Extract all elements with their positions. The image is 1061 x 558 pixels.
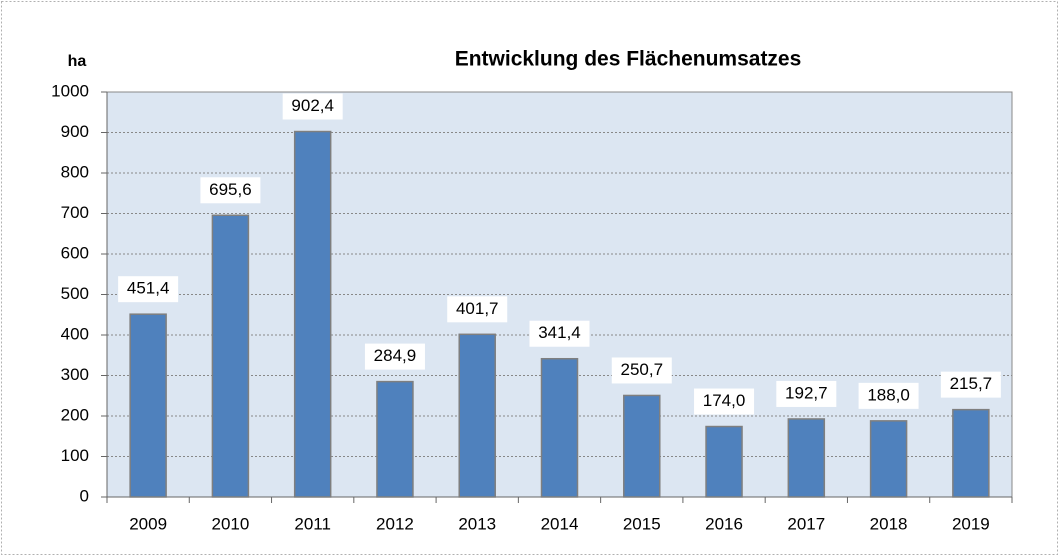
x-tick-label: 2011: [294, 514, 331, 533]
x-tick-label: 2017: [787, 514, 825, 533]
bar: [623, 394, 661, 498]
data-label: 401,7: [456, 299, 499, 318]
x-tick-label: 2012: [376, 514, 414, 533]
x-tick-label: 2014: [541, 514, 579, 533]
data-label-bg: [200, 177, 261, 204]
y-tick-label: 400: [61, 324, 89, 343]
y-tick-label: 800: [61, 162, 89, 181]
data-label: 451,4: [127, 279, 170, 298]
data-label: 188,0: [867, 385, 910, 404]
y-tick-label: 500: [61, 284, 89, 303]
data-label: 341,4: [538, 323, 581, 342]
bar: [787, 418, 826, 498]
data-label-bg: [611, 357, 672, 384]
x-tick-label: 2010: [211, 514, 249, 533]
data-label: 695,6: [209, 180, 252, 199]
data-label: 284,9: [374, 346, 417, 365]
bar: [293, 130, 332, 498]
y-tick-label: 600: [61, 243, 89, 262]
data-label: 174,0: [703, 391, 746, 410]
y-tick-label: 0: [80, 486, 89, 505]
y-tick-label: 1000: [51, 81, 89, 100]
bar: [211, 214, 250, 498]
data-label: 215,7: [950, 374, 993, 393]
bar: [869, 420, 908, 498]
data-label: 250,7: [620, 360, 663, 379]
y-tick-label: 900: [61, 122, 89, 141]
bar: [952, 408, 990, 498]
x-tick-label: 2019: [952, 514, 990, 533]
data-label-bg: [529, 320, 590, 347]
data-label-bg: [776, 380, 837, 407]
data-label-bg: [364, 343, 425, 370]
data-label-bg: [858, 382, 919, 409]
data-label: 902,4: [291, 96, 334, 115]
data-label: 192,7: [785, 383, 828, 402]
x-tick-label: 2015: [623, 514, 661, 533]
bar: [705, 425, 743, 498]
x-tick-label: 2013: [458, 514, 496, 533]
bar: [540, 357, 579, 498]
data-label-bg: [447, 296, 508, 323]
x-tick-label: 2016: [705, 514, 743, 533]
y-tick-label: 300: [61, 365, 89, 384]
bar: [376, 380, 414, 498]
x-tick-label: 2018: [870, 514, 908, 533]
y-tick-label: 100: [61, 446, 89, 465]
data-label-bg: [282, 93, 343, 120]
y-tick-label: 700: [61, 203, 89, 222]
y-axis-label: ha: [68, 53, 87, 70]
bar: [129, 313, 167, 498]
data-label-bg: [940, 371, 1001, 398]
chart-title: Entwicklung des Flächenumsatzes: [455, 48, 802, 71]
data-label-bg: [118, 276, 179, 303]
bar: [458, 333, 496, 498]
y-tick-label: 200: [61, 405, 89, 424]
x-tick-label: 2009: [129, 514, 167, 533]
data-label-bg: [694, 388, 755, 415]
